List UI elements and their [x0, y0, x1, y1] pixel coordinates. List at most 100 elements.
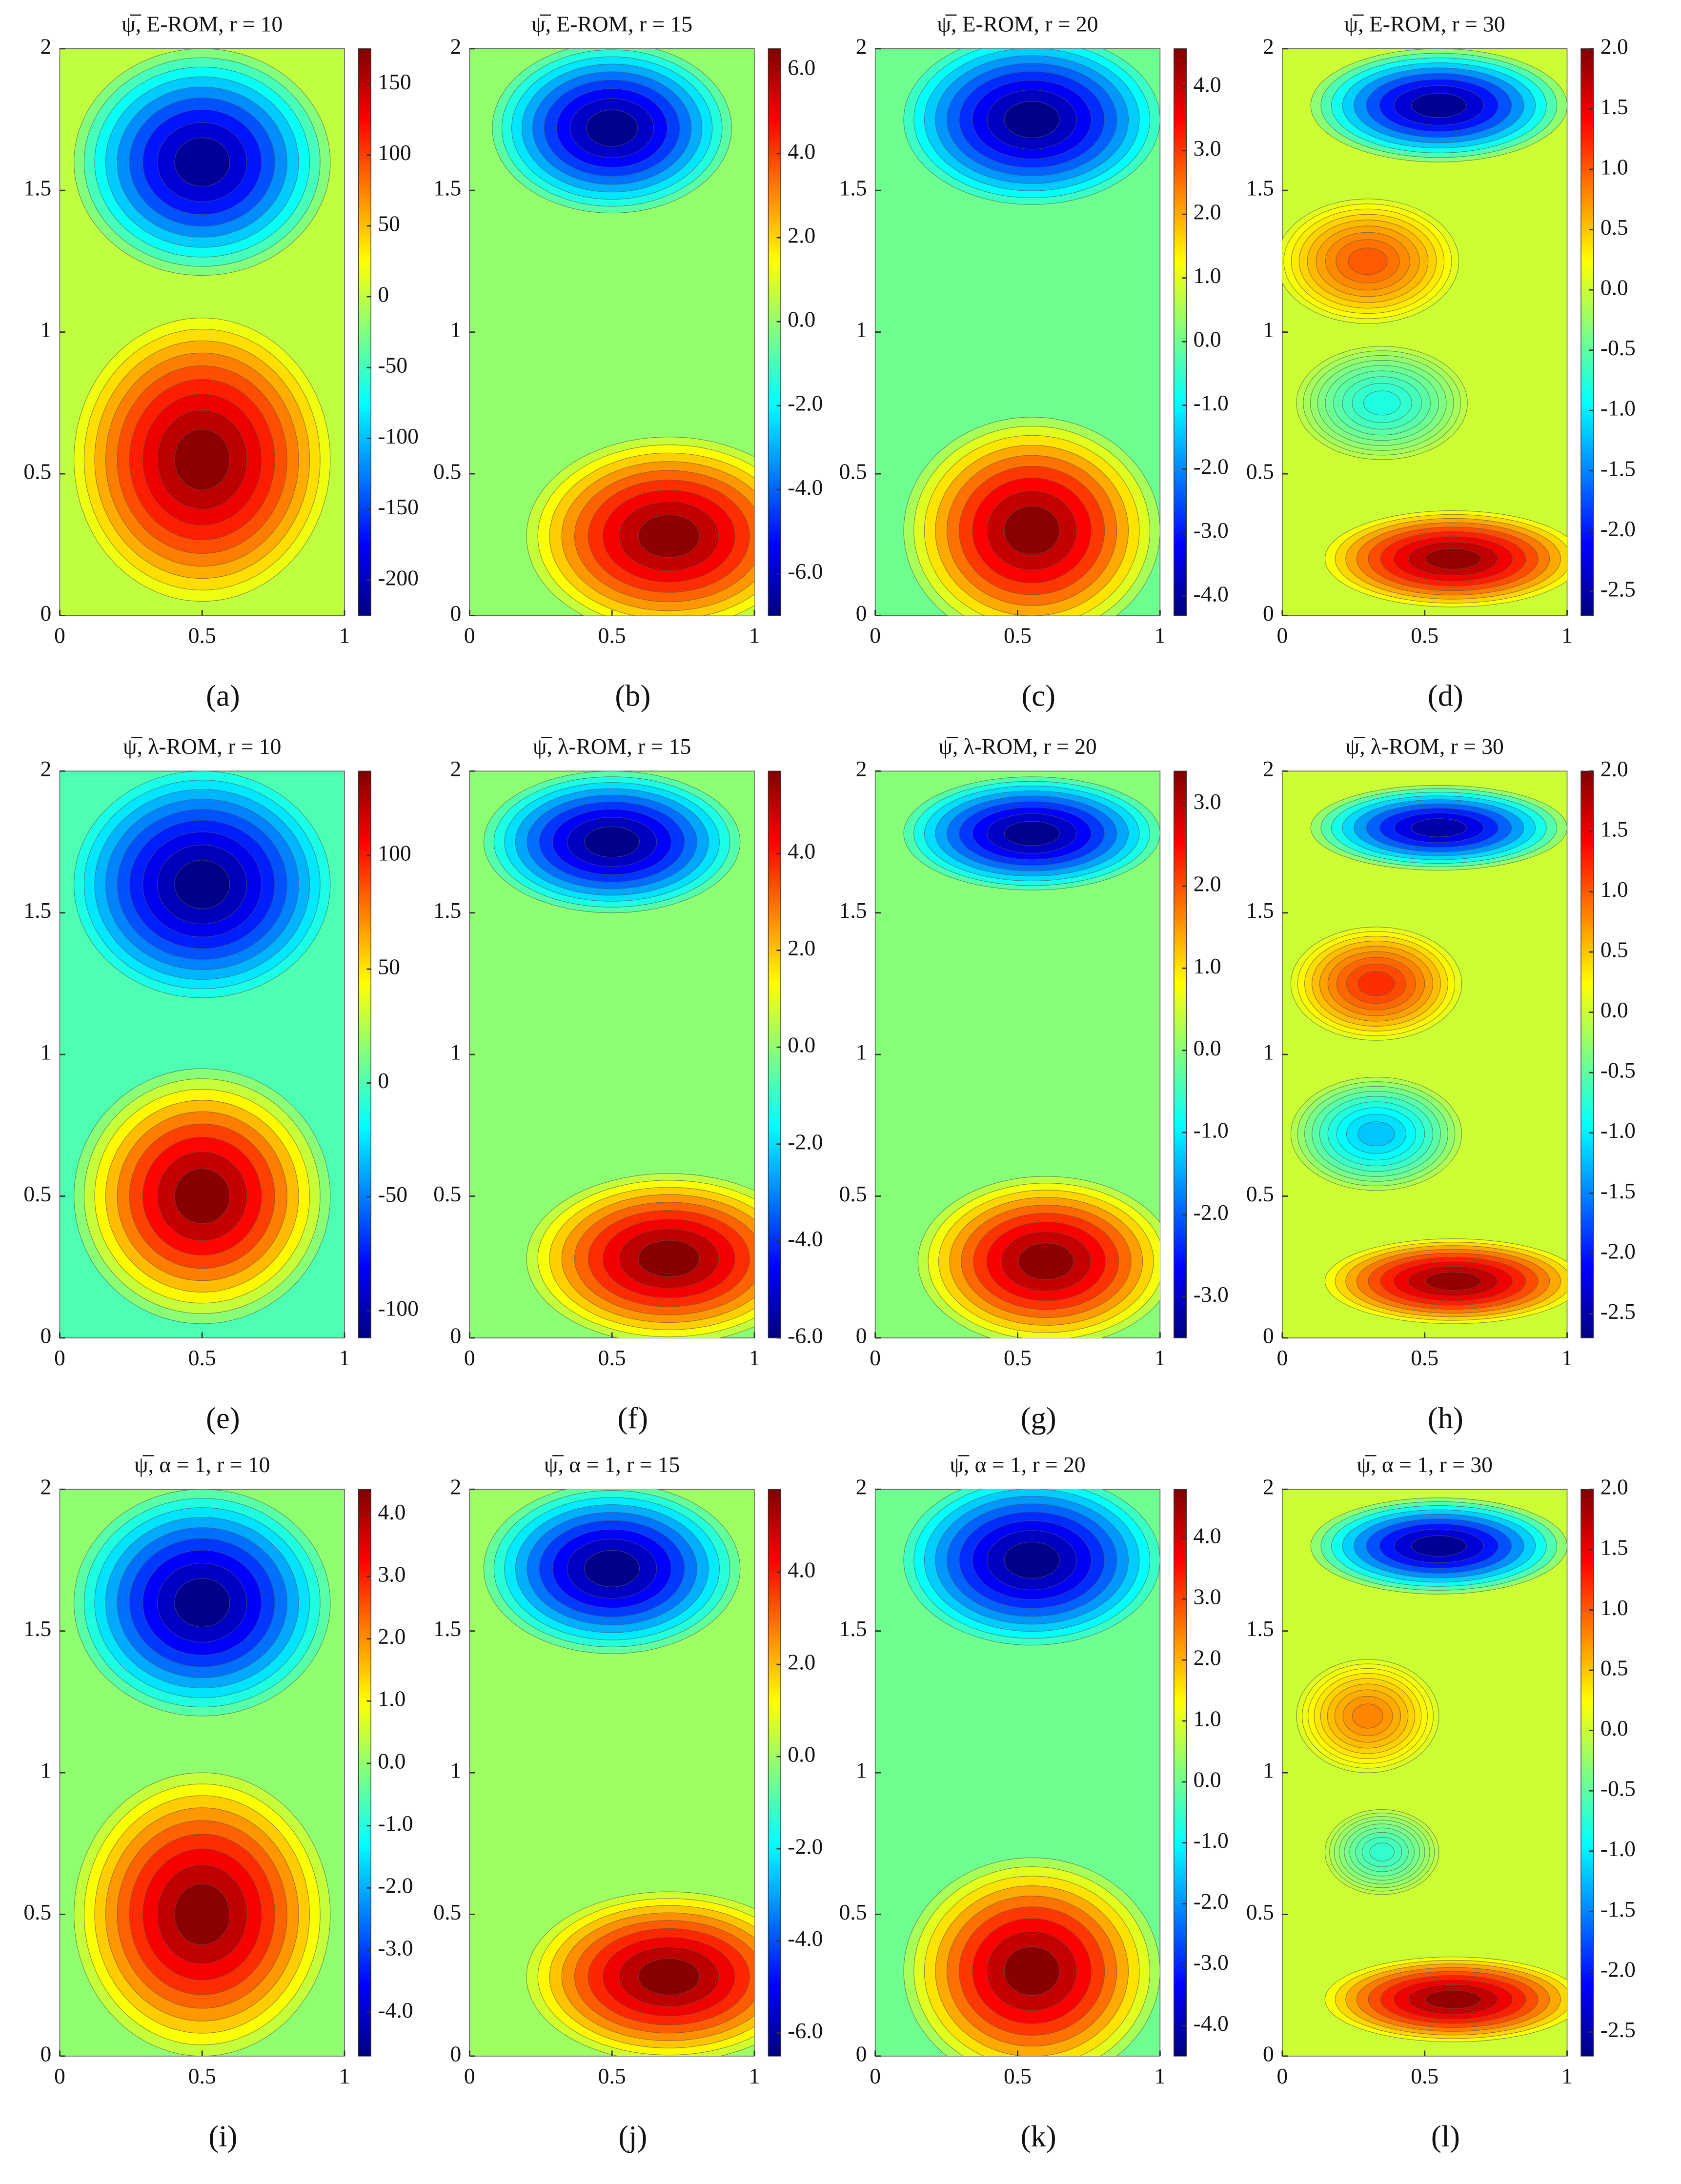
contour-band [1369, 1842, 1395, 1861]
y-tick-label: 2 [1263, 756, 1274, 781]
colorbar-tick-label: 1.0 [1194, 1706, 1221, 1731]
colorbar-tick-label: 4.0 [1194, 1523, 1221, 1548]
colorbar-tick-label: 1.0 [378, 1686, 405, 1711]
y-tick-label: 0.5 [839, 1181, 867, 1206]
y-tick-label: 1 [1263, 1758, 1274, 1783]
colorbar-tick-label: -1.0 [1600, 1118, 1636, 1143]
colorbar-tick-label: 6.0 [788, 55, 815, 80]
colorbar-tick-label: -2.0 [788, 1834, 823, 1859]
y-tick-label: 1 [1263, 317, 1274, 342]
colorbar-tick-label: -3.0 [378, 1935, 413, 1960]
x-tick-label: 0 [54, 623, 65, 647]
x-tick-label: 1 [339, 2063, 350, 2088]
contour-band [1352, 1703, 1383, 1729]
y-tick-label: 0.5 [839, 1900, 867, 1924]
colorbar [1174, 770, 1187, 1338]
colorbar-tick-label: 1.0 [1600, 877, 1628, 902]
y-tick-label: 1.5 [839, 176, 867, 201]
colorbar-tick-label: -2.0 [1194, 454, 1229, 479]
contour-band [1357, 971, 1395, 996]
x-tick-label: 1 [749, 2063, 760, 2088]
contour-field [492, 48, 754, 616]
colorbar [1174, 48, 1187, 616]
contour-band [174, 860, 230, 910]
colorbar-tick-label: 50 [378, 954, 400, 979]
colorbar-tick-label: 2.0 [1194, 1645, 1221, 1670]
x-tick-label: 0 [870, 623, 881, 647]
panel-title: ψ̅, E-ROM, r = 30 [1344, 12, 1505, 37]
panel: 0 0.5 1 0 0.5 1 1.5 2 -6.0 -4.0 -2.0 0.0 2.0 4.0 6.0 ψ̅… [433, 12, 823, 713]
colorbar-tick-label: -0.5 [1600, 1058, 1636, 1083]
x-tick-label: 1 [1561, 1345, 1573, 1370]
colorbar-tick-label: 2.0 [1194, 871, 1221, 896]
y-tick-label: 2 [41, 756, 52, 781]
contour-field [903, 776, 1160, 1338]
colorbar-tick-label: 4.0 [788, 1557, 815, 1582]
panel-title: ψ̅, α = 1, r = 30 [1357, 1452, 1493, 1477]
x-tick-label: 0 [54, 2063, 65, 2088]
colorbar-tick-label: -1.0 [1194, 390, 1229, 415]
x-tick-label: 0.5 [1411, 2063, 1438, 2088]
colorbar-tick-label: 1.5 [1600, 94, 1628, 119]
panel: 0 0.5 1 0 0.5 1 1.5 2 -100 -50 0 50 100 ψ̅, λ-ROM, r … [23, 734, 419, 1435]
panel: 0 0.5 1 0 0.5 1 1.5 2 -4.0 -3.0 -2.0 -1.0 0.0 1.0 2.0 3… [839, 12, 1229, 713]
x-tick-label: 0.5 [598, 2063, 626, 2088]
contour-band [174, 137, 230, 187]
x-tick-label: 1 [749, 1345, 760, 1370]
colorbar-tick-label: 2.0 [1600, 756, 1628, 781]
x-tick-label: 1 [1154, 623, 1166, 647]
colorbar-tick-label: -1.0 [1600, 1836, 1636, 1861]
y-tick-label: 0.5 [1246, 1900, 1274, 1924]
colorbar-tick-label: 0.0 [1600, 997, 1628, 1022]
x-tick-label: 0 [464, 1345, 475, 1370]
y-tick-label: 0 [41, 601, 52, 626]
colorbar-tick-label: 0.0 [788, 1741, 815, 1766]
colorbar-tick-label: -1.5 [1600, 1178, 1636, 1203]
y-tick-label: 0.5 [433, 1900, 461, 1924]
colorbar [358, 1489, 371, 2057]
x-tick-label: 1 [339, 623, 350, 647]
colorbar-tick-label: -6.0 [788, 559, 823, 584]
x-tick-label: 0.5 [1004, 2063, 1032, 2088]
colorbar-tick-label: -100 [378, 424, 419, 448]
x-tick-label: 1 [339, 1345, 350, 1370]
panel: 0 0.5 1 0 0.5 1 1.5 2 -4.0 -3.0 -2.0 -1.0 0.0 1.0 2.0 3… [23, 1452, 413, 2153]
y-tick-label: 0 [856, 2041, 867, 2066]
y-tick-label: 0 [1263, 2041, 1274, 2066]
colorbar-tick-label: 0.0 [1194, 1767, 1221, 1792]
colorbar-tick-label: 0.5 [1600, 1655, 1628, 1680]
x-tick-label: 0 [870, 1345, 881, 1370]
x-tick-label: 0.5 [598, 623, 626, 647]
colorbar-tick-label: -2.5 [1600, 1299, 1636, 1324]
colorbar-tick-label: -2.5 [1600, 2017, 1636, 2042]
panel-label: (d) [1428, 679, 1463, 713]
colorbar-tick-label: 2.0 [1194, 200, 1221, 224]
panel-label: (l) [1431, 2119, 1460, 2153]
colorbar-tick-label: -1.5 [1600, 1897, 1636, 1921]
colorbar-tick-label: -1.5 [1600, 456, 1636, 481]
contour-band [1004, 821, 1060, 846]
colorbar-tick-label: -2.0 [1194, 1200, 1229, 1225]
colorbar-tick-label: -2.0 [378, 1873, 413, 1898]
colorbar-tick-label: 0.0 [1194, 327, 1221, 352]
y-tick-label: 1 [41, 1758, 52, 1783]
contour-band [1004, 1946, 1060, 1996]
colorbar [768, 1489, 781, 2057]
colorbar-tick-label: -2.0 [1600, 1957, 1636, 1982]
panel-title: ψ̅, λ-ROM, r = 30 [1346, 734, 1504, 759]
colorbar-tick-label: 0.0 [788, 1032, 815, 1057]
contour-band [638, 514, 700, 558]
colorbar-tick-label: 0.5 [1600, 215, 1628, 240]
colorbar [358, 48, 371, 616]
y-tick-label: 2 [856, 1475, 867, 1499]
x-tick-label: 0 [870, 2063, 881, 2088]
panel-title: ψ̅, λ-ROM, r = 10 [123, 734, 281, 759]
contour-field [74, 48, 331, 602]
x-tick-label: 1 [1561, 2063, 1573, 2088]
y-tick-label: 0.5 [433, 1181, 461, 1206]
panel: 0 0.5 1 0 0.5 1 1.5 2 -4.0 -3.0 -2.0 -1.0 0.0 1.0 2.0 3… [839, 1452, 1229, 2153]
x-tick-label: 0.5 [188, 623, 216, 647]
y-tick-label: 1 [41, 1040, 52, 1065]
panel-label: (a) [206, 679, 240, 713]
